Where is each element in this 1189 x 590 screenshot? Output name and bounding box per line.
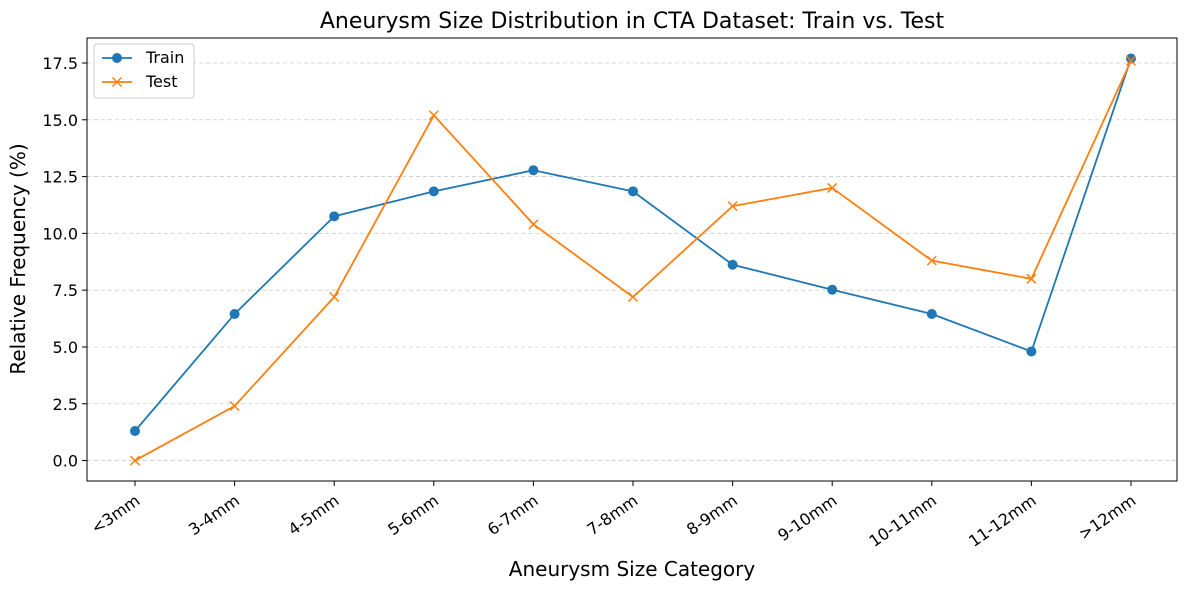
series-layer	[129, 53, 1137, 466]
y-axis: 0.0 2.5 5.0 7.5 10.0 12.5 15.0 17.5	[42, 54, 87, 471]
x-tick-label: >12mm	[1075, 491, 1139, 544]
train-point	[229, 309, 240, 320]
test-point	[528, 219, 539, 230]
y-tick-label: 2.5	[53, 395, 78, 414]
chart-title: Aneurysm Size Distribution in CTA Datase…	[320, 9, 945, 34]
y-axis-title: Relative Frequency (%)	[6, 143, 30, 374]
y-tick-label: 5.0	[53, 338, 78, 357]
train-point	[1026, 346, 1037, 357]
legend-marker	[112, 53, 122, 63]
test-line	[134, 60, 1132, 462]
test-point	[428, 110, 439, 121]
series-test	[129, 55, 1137, 466]
legend-marker	[111, 76, 123, 88]
test-point	[1125, 55, 1137, 66]
y-tick-label: 12.5	[42, 168, 78, 187]
test-point	[329, 291, 340, 303]
grid-lines	[87, 62, 1177, 461]
x-tick-label: 5-6mm	[384, 491, 442, 539]
train-point	[329, 211, 340, 222]
y-tick-label: 15.0	[42, 111, 78, 130]
x-tick-label: 7-8mm	[583, 491, 641, 539]
y-tick-label: 17.5	[42, 54, 78, 73]
series-train	[130, 53, 1136, 437]
train-point	[628, 186, 638, 197]
test-point	[827, 182, 838, 193]
train-point	[528, 165, 539, 176]
test-point	[727, 201, 738, 212]
y-tick-label: 10.0	[42, 224, 78, 243]
test-point	[129, 455, 141, 466]
x-axis-title: Aneurysm Size Category	[509, 557, 756, 581]
train-point	[428, 186, 439, 197]
x-tick-label: 3-4mm	[185, 491, 243, 539]
y-tick-label: 0.0	[53, 452, 78, 471]
x-tick-label: 4-5mm	[285, 491, 343, 539]
x-tick-label: 10-11mm	[866, 491, 941, 551]
train-point	[130, 426, 140, 437]
train-point	[926, 309, 937, 320]
x-axis: <3mm 3-4mm 4-5mm 5-6mm 6-7mm 7-8mm 8-9mm 9-10mm…	[88, 481, 1139, 551]
legend: Train Test	[93, 43, 195, 99]
x-tick-label: 9-10mm	[774, 491, 840, 545]
plot-frame	[86, 37, 1178, 482]
test-point	[1026, 273, 1037, 284]
x-tick-label: 8-9mm	[683, 491, 741, 539]
train-line	[134, 58, 1132, 432]
x-tick-label: <3mm	[88, 491, 144, 538]
train-point	[727, 259, 738, 270]
train-point	[1126, 53, 1136, 64]
legend-item-test: Test	[102, 72, 178, 91]
test-point	[627, 291, 639, 303]
test-point	[229, 401, 240, 412]
x-tick-label: 11-12mm	[965, 491, 1040, 551]
train-point	[827, 284, 838, 295]
legend-label: Test	[145, 72, 178, 91]
legend-item-train: Train	[102, 48, 184, 67]
legend-label: Train	[145, 48, 184, 67]
x-tick-label: 6-7mm	[484, 491, 542, 539]
test-point	[926, 255, 937, 266]
y-tick-label: 7.5	[53, 281, 78, 300]
